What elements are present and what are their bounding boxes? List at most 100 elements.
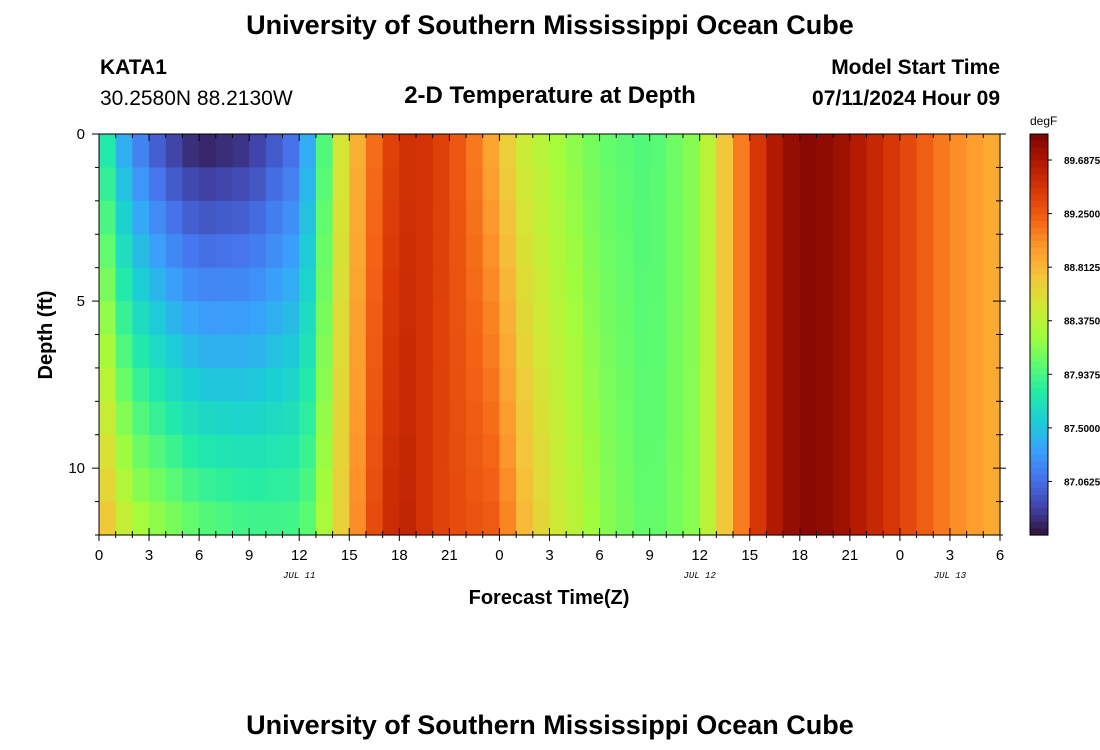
heatmap-cell [365, 301, 384, 336]
heatmap-cell [399, 334, 417, 369]
heatmap-cell [666, 200, 684, 235]
heatmap-cell [733, 434, 751, 469]
colorbar-segment [1030, 180, 1048, 189]
heatmap-cell [265, 334, 284, 369]
heatmap-cell [365, 434, 384, 469]
heatmap-cell [783, 468, 801, 503]
heatmap-cell [783, 267, 801, 302]
heatmap-cell [532, 234, 551, 269]
heatmap-cell [616, 468, 634, 503]
heatmap-cell [315, 167, 334, 202]
heatmap-cell [883, 401, 901, 436]
heatmap-cell [699, 468, 717, 503]
colorbar-frame [1029, 133, 1049, 536]
heatmap-cell [966, 334, 984, 369]
heatmap-cell [799, 301, 818, 336]
heatmap-cell [799, 167, 818, 202]
heatmap-cell [99, 434, 117, 469]
heatmap-cell [749, 401, 768, 436]
x-tick-label: 0 [495, 547, 503, 564]
colorbar-segment [1030, 234, 1048, 242]
heatmap-cell [215, 501, 234, 536]
colorbar-segment [1030, 481, 1048, 489]
colorbar-segment [1030, 461, 1048, 469]
heatmap-cell [833, 134, 851, 169]
heatmap-cell [199, 200, 217, 235]
heatmap-cell [549, 200, 567, 235]
heatmap-cell [232, 434, 250, 469]
heatmap-cell [499, 334, 517, 369]
heatmap-cell [966, 468, 984, 503]
station-coordinates: 30.2580N 88.2130W [100, 87, 293, 110]
heatmap-cell [833, 334, 851, 369]
heatmap-cell [582, 200, 601, 235]
heatmap-cell [849, 301, 868, 336]
colorbar-segment [1030, 160, 1048, 169]
heatmap-cell [632, 134, 651, 169]
heatmap-cell [699, 367, 717, 402]
heatmap-cell [699, 401, 717, 436]
heatmap-cell [716, 501, 734, 536]
heatmap-cell [132, 234, 150, 269]
heatmap-cell [466, 301, 484, 336]
heatmap-cell [733, 234, 751, 269]
heatmap-cell [532, 501, 551, 536]
heatmap-cell [632, 301, 651, 336]
colorbar-segment [1030, 240, 1048, 249]
heatmap-cell [699, 501, 717, 536]
heatmap-cell [666, 468, 684, 503]
y-tick-label: 10 [68, 460, 85, 477]
y-axis-label: Depth (ft) [35, 291, 57, 380]
heatmap-cell [182, 267, 200, 302]
heatmap-cell [99, 134, 117, 169]
heatmap-cell [349, 468, 367, 503]
heatmap-cell [299, 501, 317, 536]
heatmap-cell [966, 134, 984, 169]
heatmap-cell [616, 434, 634, 469]
heatmap-cell [115, 501, 133, 536]
heatmap-cell [766, 167, 784, 202]
heatmap-cell [282, 301, 300, 336]
heatmap-cell [983, 468, 1001, 503]
colorbar-segment [1030, 421, 1048, 429]
heatmap-cell [466, 167, 484, 202]
heatmap-cell [249, 200, 267, 235]
heatmap-cell [749, 468, 768, 503]
heatmap-cell [833, 501, 851, 536]
heatmap-cell [783, 334, 801, 369]
heatmap-cell [132, 401, 150, 436]
heatmap-cell [249, 167, 267, 202]
heatmap-cell [249, 468, 267, 503]
heatmap-cell [232, 301, 250, 336]
heatmap-cell [282, 501, 300, 536]
heatmap-cell [733, 167, 751, 202]
heatmap-cell [966, 401, 984, 436]
heatmap-cell [115, 367, 133, 402]
x-tick-label: 3 [545, 547, 553, 564]
heatmap-cell [866, 468, 884, 503]
heatmap-cell [449, 134, 467, 169]
heatmap-cell [115, 167, 133, 202]
heatmap-cell [849, 200, 868, 235]
heatmap-cell [599, 468, 617, 503]
heatmap-cell [265, 401, 284, 436]
heatmap-cell [549, 234, 567, 269]
heatmap-cell [516, 334, 534, 369]
footer-title: University of Southern Mississippi Ocean… [246, 710, 854, 740]
heatmap-cell [315, 134, 334, 169]
colorbar-segment [1030, 401, 1048, 409]
heatmap-cell [983, 401, 1001, 436]
heatmap-cell [816, 200, 834, 235]
heatmap-cell [382, 501, 400, 536]
heatmap-cell [966, 267, 984, 302]
y-tick-label: 0 [77, 126, 85, 143]
heatmap-cell [432, 200, 450, 235]
heatmap-cell [532, 301, 551, 336]
heatmap-cell [649, 468, 667, 503]
heatmap-cell [532, 200, 551, 235]
heatmap-cell [799, 367, 818, 402]
heatmap-cell [599, 434, 617, 469]
heatmap-cell [682, 468, 701, 503]
heatmap-cell [816, 134, 834, 169]
heatmap-cell [733, 301, 751, 336]
